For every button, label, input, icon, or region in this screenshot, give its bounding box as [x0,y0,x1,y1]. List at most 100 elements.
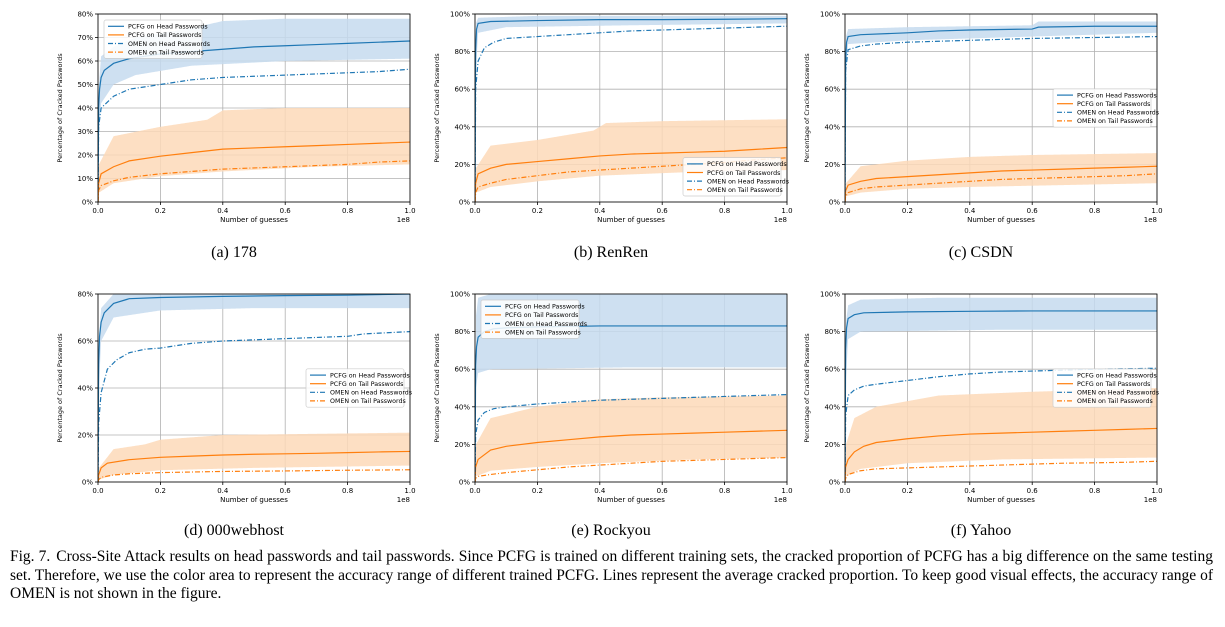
legend-csdn: PCFG on Head Passwords PCFG on Tail Passw… [1052,88,1159,128]
ytick-label-6: 60% [77,58,93,66]
legend-box [305,368,405,408]
legend-label-0: PCFG on Head Passwords [707,161,787,168]
ytick-label-0: 0% [829,479,840,487]
xtick-label-0: 0.0 [839,487,850,495]
series-line-renren-2 [475,25,787,202]
xtick-label-3: 0.6 [1027,487,1039,495]
ytick-label-3: 60% [454,86,470,94]
subcaption-yahoo: (f) Yahoo [950,522,1012,539]
xtick-label-1: 0.2 [532,487,543,495]
xtick-label-1: 0.2 [155,207,166,215]
x-axis-label-csdn: Number of guesses [967,216,1035,224]
xtick-label-5: 1.0 [1151,487,1162,495]
ytick-label-0: 0% [82,479,93,487]
xtick-label-5: 1.0 [404,487,415,495]
chart-csdn: 0.0 0.2 0.4 0.6 0.8 1.0 0% 20% 40% 60% 80% 100% Numb… [803,11,1163,225]
xtick-label-2: 0.4 [964,207,976,215]
xtick-label-2: 0.4 [217,207,229,215]
ytick-label-5: 100% [450,11,470,19]
x-offset-text-yahoo: 1e8 [1144,496,1157,504]
xtick-label-4: 0.8 [1089,207,1100,215]
xtick-label-0: 0.0 [92,207,103,215]
subcaption-csdn: (c) CSDN [948,244,1014,261]
xtick-label-4: 0.8 [1089,487,1100,495]
legend-label-0: PCFG on Head Passwords [505,304,585,311]
chart-178: 0.0 0.2 0.4 0.6 0.8 1.0 0% 10% 20% 30% 40% 50% 60% 70… [56,11,416,225]
legend-yahoo: PCFG on Head Passwords PCFG on Tail Passw… [1052,368,1159,408]
legend-box [1052,368,1152,408]
y-axis-label-csdn: Percentage of Cracked Passwords [803,53,811,163]
series-line-rockyou-1 [475,429,787,482]
ytick-label-1: 20% [824,161,840,169]
legend-label-1: PCFG on Tail Passwords [128,32,201,39]
ytick-label-3: 60% [77,338,93,346]
band-renren-0 [476,15,787,69]
legend-label-0: PCFG on Head Passwords [128,24,208,31]
y-axis-label-yahoo: Percentage of Cracked Passwords [803,333,811,443]
legend-label-2: OMEN on Head Passwords [1077,110,1159,117]
band-178-1 [99,108,410,193]
xtick-label-4: 0.8 [719,487,730,495]
series-line-csdn-0 [845,25,1157,202]
series-line-renren-3 [475,157,787,202]
legend-000webhost: PCFG on Head Passwords PCFG on Tail Passw… [305,368,412,408]
xtick-label-3: 0.6 [1027,207,1039,215]
series-line-000webhost-2 [98,331,410,482]
series-line-yahoo-3 [845,460,1157,482]
figure-label: Fig. 7. [10,548,51,565]
xtick-label-2: 0.4 [964,487,976,495]
legend-label-2: OMEN on Head Passwords [330,390,412,397]
xtick-label-4: 0.8 [719,207,730,215]
ytick-label-1: 20% [824,441,840,449]
chart-panel-178: 0.0 0.2 0.4 0.6 0.8 1.0 0% 10% 20% 30% 40% 50% 60% 70… [48,8,420,236]
ytick-label-2: 40% [77,385,93,393]
xtick-label-5: 1.0 [781,207,792,215]
ytick-label-3: 30% [77,128,93,136]
legend-label-3: OMEN on Tail Passwords [1077,118,1153,125]
x-axis-label-rockyou: Number of guesses [597,496,665,504]
xtick-label-5: 1.0 [404,207,415,215]
xtick-label-2: 0.4 [594,207,606,215]
subcaption-renren: (b) RenRen [573,244,649,261]
xtick-label-3: 0.6 [657,487,669,495]
xtick-label-4: 0.8 [342,207,353,215]
legend-label-3: OMEN on Tail Passwords [707,187,783,194]
ytick-label-5: 50% [77,81,93,89]
legend-label-0: PCFG on Head Passwords [1077,372,1157,379]
x-offset-text-000webhost: 1e8 [397,496,410,504]
subcaption-rockyou: (e) Rockyou [571,522,651,539]
ytick-label-3: 60% [454,366,470,374]
legend-label-2: OMEN on Head Passwords [128,41,210,48]
series-line-rockyou-3 [475,456,787,482]
legend-box [682,157,782,197]
series-line-yahoo-1 [845,427,1157,482]
legend-label-1: PCFG on Tail Passwords [330,381,403,388]
x-offset-text-csdn: 1e8 [1144,216,1157,224]
xtick-label-3: 0.6 [280,487,292,495]
legend-label-1: PCFG on Tail Passwords [505,312,578,319]
chart-panel-csdn: 0.0 0.2 0.4 0.6 0.8 1.0 0% 20% 40% 60% 80% 100% Numb… [795,8,1167,236]
legend-label-1: PCFG on Tail Passwords [1077,381,1150,388]
ytick-label-4: 80% [454,48,470,56]
ytick-label-0: 0% [459,479,470,487]
legend-label-2: OMEN on Head Passwords [1077,390,1159,397]
xtick-label-0: 0.0 [839,207,850,215]
xtick-label-0: 0.0 [469,207,480,215]
x-offset-text-178: 1e8 [397,216,410,224]
band-rockyou-1 [476,395,787,477]
chart-000webhost: 0.0 0.2 0.4 0.6 0.8 1.0 0% 20% 40% 60% 80% Number o… [56,291,416,505]
ytick-label-1: 20% [77,432,93,440]
series-line-yahoo-0 [845,310,1157,482]
xtick-label-1: 0.2 [532,207,543,215]
y-axis-label-178: Percentage of Cracked Passwords [56,53,64,163]
ytick-label-1: 20% [454,441,470,449]
x-offset-text-rockyou: 1e8 [774,496,787,504]
ytick-label-2: 40% [454,403,470,411]
xtick-label-1: 0.2 [902,487,913,495]
chart-panel-000webhost: 0.0 0.2 0.4 0.6 0.8 1.0 0% 20% 40% 60% 80% Number o… [48,288,420,516]
ytick-label-2: 20% [77,152,93,160]
y-axis-label-000webhost: Percentage of Cracked Passwords [56,333,64,443]
xtick-label-3: 0.6 [280,207,292,215]
ytick-label-3: 60% [824,86,840,94]
x-offset-text-renren: 1e8 [774,216,787,224]
